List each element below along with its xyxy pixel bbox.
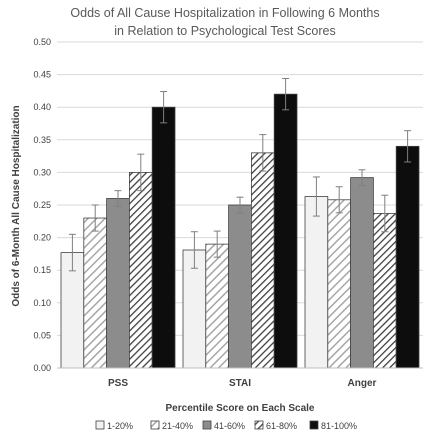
chart-subtitle: in Relation to Psychological Test Scores: [114, 24, 335, 38]
chart-title: Odds of All Cause Hospitalization in Fol…: [70, 6, 379, 20]
bar: [128, 171, 153, 369]
bar: [327, 199, 351, 369]
y-tick-label: 0.35: [33, 135, 51, 145]
bar: [205, 243, 230, 369]
legend: 1-20% 21-40% 41-60% 61-80% 81-100%: [95, 420, 357, 431]
category-label: Anger: [348, 378, 377, 389]
y-tick-label: 0.05: [33, 330, 51, 340]
y-tick-label: 0.30: [33, 167, 51, 177]
y-tick-label: 0.00: [33, 363, 51, 373]
category-label: STAI: [229, 378, 251, 389]
y-tick-label: 0.40: [33, 102, 51, 112]
bar: [350, 177, 374, 369]
legend-label: 1-20%: [107, 421, 133, 431]
legend-label: 81-100%: [321, 421, 357, 431]
bar: [250, 152, 275, 369]
legend-swatch: [309, 420, 319, 430]
bar: [395, 145, 420, 369]
y-tick-label: 0.45: [33, 70, 51, 80]
legend-label: 61-80%: [266, 421, 297, 431]
y-tick-label: 0.50: [33, 37, 51, 47]
bar: [228, 204, 252, 369]
bar: [83, 217, 108, 369]
legend-swatch: [95, 420, 105, 430]
y-tick-label: 0.10: [33, 298, 51, 308]
bars: [60, 93, 420, 369]
legend-label: 41-60%: [214, 421, 245, 431]
y-tick-label: 0.25: [33, 200, 51, 210]
y-axis-label: Odds of 6-Month All Cause Hospitalizatio…: [11, 105, 22, 306]
legend-swatch: [202, 420, 212, 430]
category-labels: PSS STAI Anger: [108, 378, 377, 389]
bar: [106, 198, 130, 369]
x-axis-label: Percentile Score on Each Scale: [166, 403, 315, 414]
y-tick-label: 0.20: [33, 233, 51, 243]
legend-swatch: [254, 420, 264, 430]
y-tick-label: 0.15: [33, 265, 51, 275]
bar: [273, 93, 298, 369]
category-label: PSS: [108, 378, 128, 389]
bar: [304, 196, 329, 369]
error-bars: [68, 78, 412, 272]
legend-label: 21-40%: [162, 421, 193, 431]
legend-swatch: [150, 420, 160, 430]
bar: [372, 213, 397, 369]
bar: [151, 106, 176, 369]
y-axis-ticks: 0.00 0.05 0.10 0.15 0.20 0.25 0.30 0.35 0.40 0.45…: [33, 37, 51, 373]
